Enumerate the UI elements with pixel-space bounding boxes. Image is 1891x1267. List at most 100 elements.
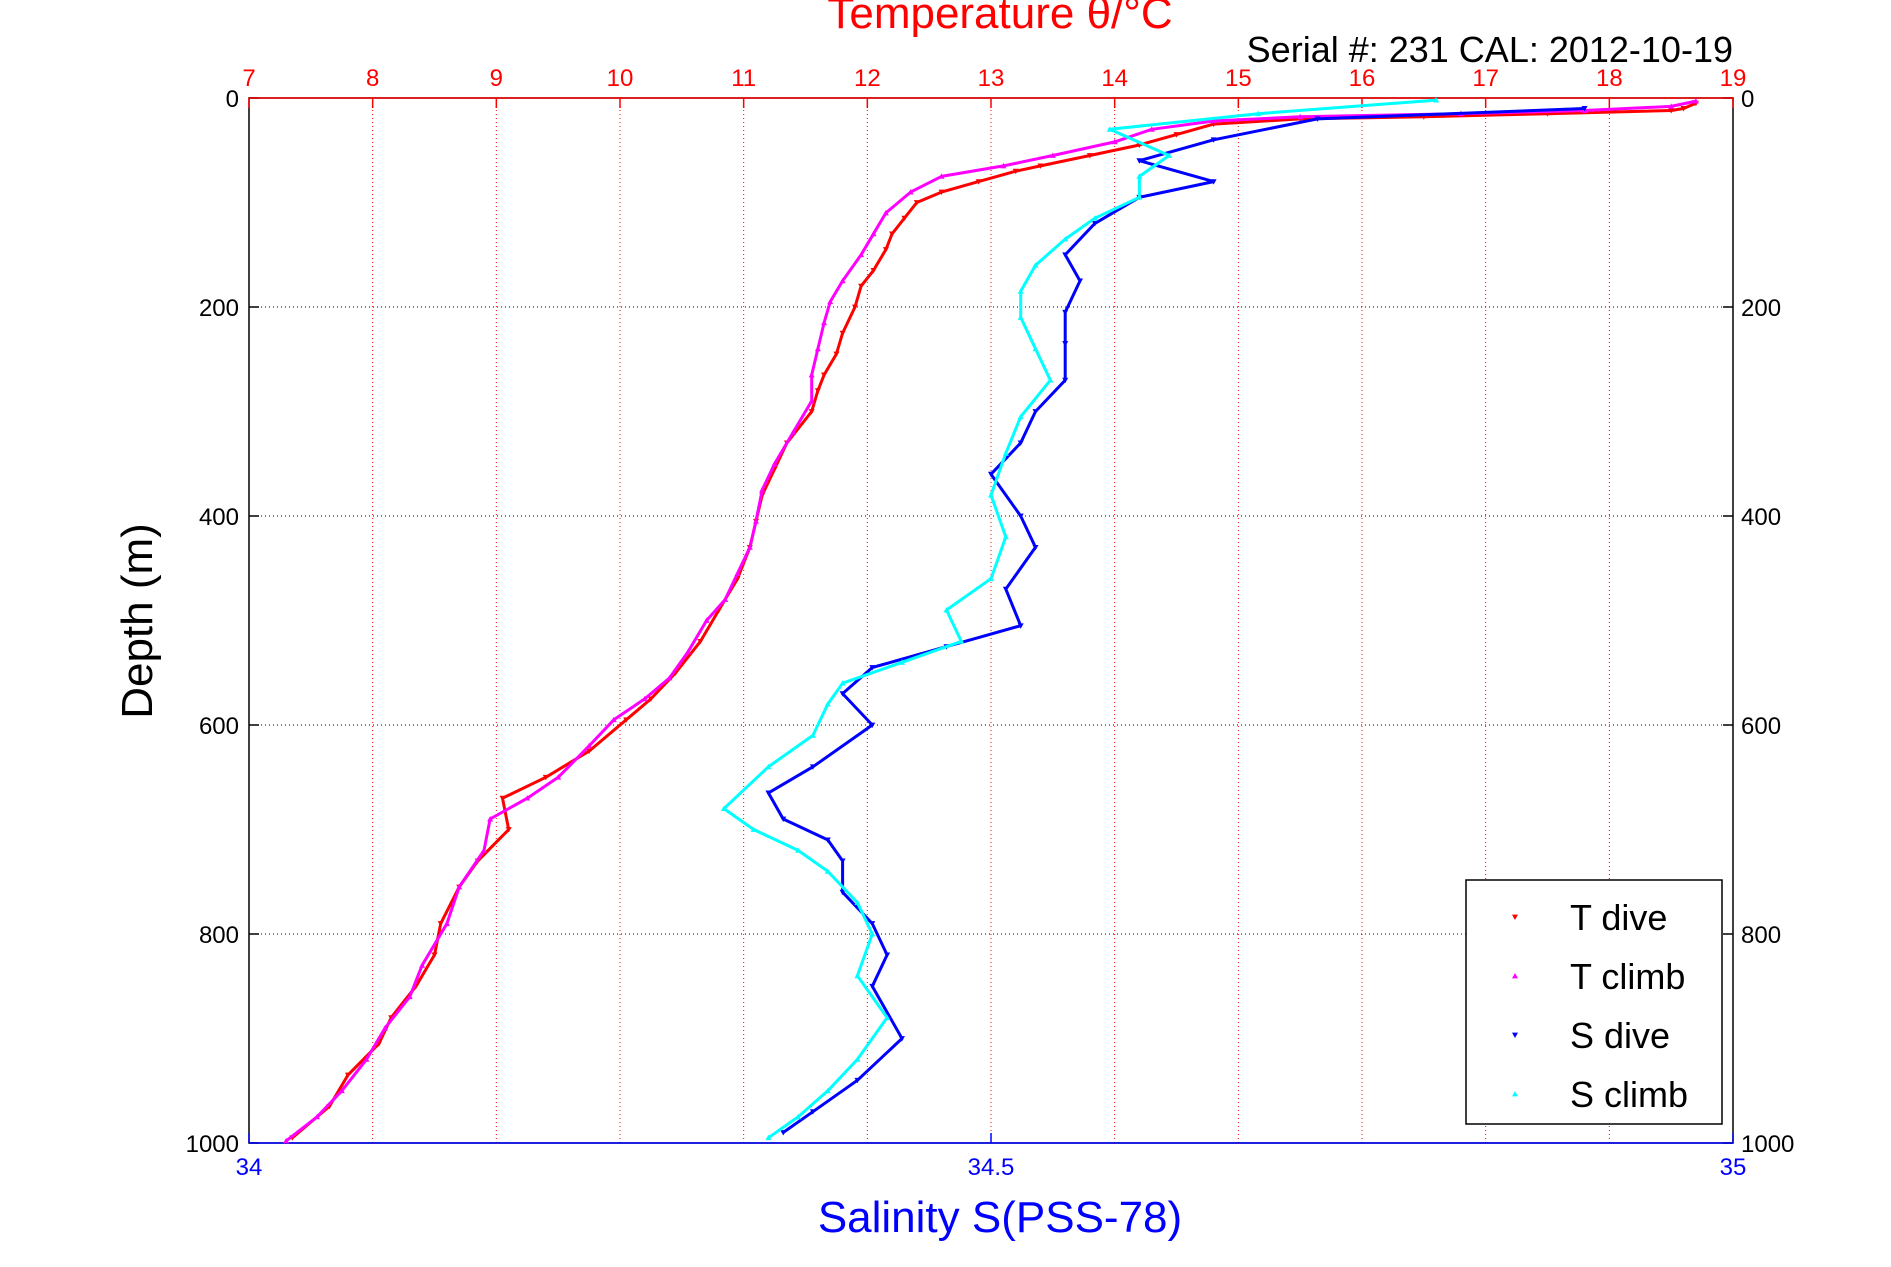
depth-tick-label-right: 0 [1741,86,1754,113]
data-point [685,648,692,655]
data-point [419,962,426,968]
series-s-dive [765,106,1588,1136]
data-point [1002,450,1009,456]
data-point [1136,194,1143,200]
data-point [1111,138,1118,145]
data-point [795,1113,802,1120]
data-point [1047,377,1054,383]
data-point [780,816,787,823]
data-point [824,837,831,843]
data-point [869,983,876,990]
temperature-tick-label: 12 [854,65,881,92]
data-point [809,732,816,738]
depth-tick-label-right: 400 [1741,504,1781,531]
data-point [1680,106,1687,112]
data-point [1012,168,1019,175]
data-point [839,680,846,686]
data-point [869,931,876,937]
depth-tick-label-left: 800 [199,922,239,949]
data-point [771,460,778,467]
data-point [1062,252,1069,258]
data-point [882,209,889,216]
series-s-climb [720,97,1440,1141]
data-point [839,889,846,896]
legend-marker [1512,914,1518,920]
data-point [586,742,593,749]
salinity-tick-label: 34.5 [968,1154,1015,1181]
data-point [827,298,834,305]
data-point [1032,544,1039,551]
axes-layer: 0 0 200 200 400 400 600 600 800 800 1000 1000 7 8 9 10 1… [186,65,1795,1181]
data-point [884,952,891,958]
legend-marker [1512,1032,1518,1038]
data-point [975,179,982,185]
data-point [824,701,831,707]
chart-subtitle: Serial #: 231 CAL: 2012-10-19 [1247,29,1733,70]
legend: T dive T climb S dive S climb [1465,879,1723,1125]
data-point [1032,262,1039,268]
data-point [722,596,729,602]
data-point [814,388,821,394]
data-point [753,518,760,524]
series-layer [283,97,1699,1144]
data-point [988,492,994,498]
temperature-tick-label: 15 [1225,65,1252,92]
data-point [1077,278,1084,284]
data-point [1017,288,1024,294]
data-point [898,1036,905,1042]
data-point [1062,377,1069,384]
data-point [780,1130,787,1136]
data-point [1210,179,1217,185]
legend-label: S dive [1570,1015,1670,1056]
data-point [854,1077,861,1084]
data-point [1433,97,1440,103]
temperature-tick-label: 9 [490,65,503,92]
data-point [431,952,438,958]
temperature-tick-label: 7 [242,65,255,92]
data-point [542,774,549,781]
data-point [943,607,950,613]
data-point [869,722,876,728]
data-point [765,790,772,796]
data-point [824,868,831,874]
data-point [765,763,772,770]
data-point [938,189,945,196]
data-point [858,251,865,258]
data-point [884,1014,891,1020]
data-point [870,230,877,237]
data-point [703,617,710,623]
data-point [487,816,494,822]
data-point [1210,137,1217,143]
data-point [854,1056,861,1062]
salinity-tick-label: 34 [236,1154,263,1181]
data-point [759,486,766,493]
data-point [854,972,861,979]
data-point [338,1087,345,1094]
data-point [406,993,413,1000]
temperature-tick-label: 16 [1349,65,1376,92]
depth-tick-label-left: 600 [199,713,239,740]
data-point [1017,413,1024,420]
data-point [647,696,654,702]
data-point [1017,623,1024,629]
data-point [1017,440,1024,446]
data-point [720,805,727,811]
data-point [808,398,815,404]
data-point [839,691,846,697]
data-point [443,920,450,926]
temperature-tick-label: 19 [1720,65,1747,92]
data-point [809,764,816,770]
data-point [1091,215,1098,221]
data-point [505,827,512,833]
data-point [1091,221,1098,227]
data-point [1668,103,1675,109]
temperature-tick-label: 18 [1596,65,1623,92]
data-point [988,471,994,478]
data-point [1148,126,1155,132]
data-point [898,659,905,665]
data-point [1049,152,1056,158]
data-point [809,1109,816,1115]
data-point [901,215,908,222]
data-point [913,200,920,206]
